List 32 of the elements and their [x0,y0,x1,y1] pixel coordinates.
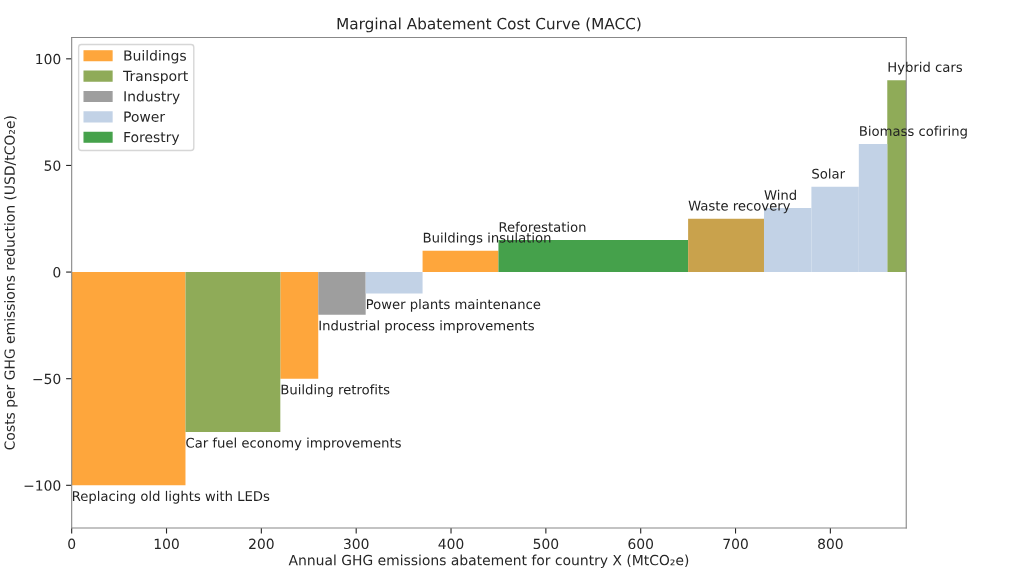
x-tick-label: 100 [154,538,179,550]
x-tick-label: 600 [628,538,654,550]
annotation: Building retrofits [281,384,390,398]
legend-label: Power [124,111,166,122]
x-tick-label: 400 [438,538,464,550]
legend-label: Transport [123,70,188,84]
annotation: Solar [812,168,846,179]
annotation: Car fuel economy improvements [186,437,401,451]
x-tick-label: 700 [723,538,748,550]
x-tick-label: 500 [533,538,559,550]
annotation: Reforestation [499,221,586,232]
y-tick-label: 50 [44,160,61,171]
y-tick-label: −100 [24,480,61,491]
annotation: Replacing old lights with LEDs [72,490,270,504]
x-axis-title: Annual GHG emissions abatement for country X (MtCO₂e) [288,554,689,569]
x-tick-label: 200 [249,538,274,550]
annotation: Wind [764,189,796,200]
annotation: Waste recovery [688,200,791,214]
legend-label: Industry [124,90,180,105]
chart-title: Marginal Abatement Cost Curve (MACC) [337,17,641,33]
annotation: Industrial process improvements [319,320,534,334]
y-tick-label: −50 [33,373,61,385]
annotation: Hybrid cars [888,61,963,75]
legend-label: Forestry [124,131,180,145]
annotation: Power plants maintenance [366,298,541,312]
x-tick-label: 0 [68,538,76,550]
y-axis-title: Costs per GHG emissions reduction (USD/tCO₂e) [4,116,18,450]
y-tick-label: 100 [36,53,61,65]
legend-label: Buildings [124,50,186,64]
x-tick-label: 800 [818,538,843,550]
x-tick-label: 300 [343,538,369,550]
y-tick-label: 0 [53,267,61,278]
